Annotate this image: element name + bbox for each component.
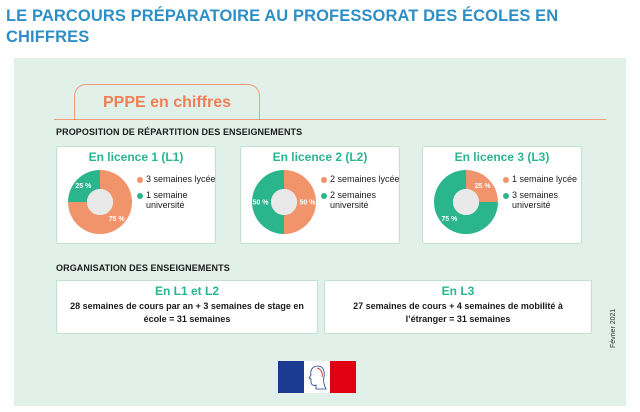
flag-blue-band [278,361,304,393]
section-title-repartition: PROPOSITION DE RÉPARTITION DES ENSEIGNEM… [56,127,303,137]
legend-label: 1 semaine université [146,189,188,211]
legend-dot [503,192,509,199]
slice-value-label: 25 % [475,183,492,190]
publication-date: Février 2021 [610,308,617,348]
donut-hole [87,189,113,215]
licence-card-l3: En licence 3 (L3) 25 % 75 % 1 semaine lyc… [422,146,582,244]
flag-red-band [330,361,356,393]
legend: 1 semaine lycée 3 semaines université [503,174,581,216]
donut-slice [68,170,100,202]
slice-value-label: 50 % [300,200,317,207]
legend-label: 2 semaines université [330,189,377,211]
section-title-organisation: ORGANISATION DES ENSEIGNEMENTS [56,263,230,273]
page-title: LE PARCOURS PRÉPARATOIRE AU PROFESSORAT … [6,7,559,46]
donut-slice [68,170,132,234]
header-divider [54,119,606,120]
slice-value-label: 25 % [75,183,92,190]
org-card-title: En L3 [441,284,475,298]
legend-label: 3 semaines université [512,189,559,211]
legend-item: 3 semaines lycée [137,174,216,185]
legend-label: 1 semaine lycée [512,174,578,184]
marianne-profile-icon [308,365,327,390]
licence-card-l1: En licence 1 (L1) 75 % 25 % 3 semaines ly… [56,146,216,244]
legend-dot [503,177,509,183]
ppe-header: PPPE en chiffres [74,84,260,120]
donut-slice [466,170,498,202]
slice-value-label: 75 % [441,216,458,223]
legend-item: 1 semaine université [137,190,215,211]
legend: 3 semaines lycée 1 semaine université [137,174,216,216]
donut-slice [434,170,498,234]
legend-item: 1 semaine lycée [503,174,581,185]
flag-white-band [304,361,330,393]
legend: 2 semaines lycée 2 semaines université [321,174,400,216]
org-card-text: 28 semaines de cours par an + 3 semaines… [70,301,304,324]
donut-hole [271,189,297,215]
org-card-l1-l2: En L1 et L2 28 semaines de cours par an … [56,280,318,334]
org-card-l3: En L3 27 semaines de cours + 4 semaines … [324,280,592,334]
org-card-title: En L1 et L2 [154,284,219,298]
legend-label: 3 semaines lycée [146,174,216,184]
card-title: En licence 1 (L1) [88,150,184,164]
legend-dot [137,192,143,199]
slice-value-label: 75 % [109,216,126,223]
donut-slice [284,170,316,234]
legend-dot [321,192,327,199]
licence-card-l2: En licence 2 (L2) 50 % 50 % 2 semaines ly… [240,146,400,244]
legend-label: 2 semaines lycée [330,174,400,184]
donut-hole [453,189,479,215]
donut-chart-l1: 75 % 25 % [68,170,132,234]
ppe-header-label: PPPE en chiffres [102,93,232,111]
legend-dot [321,177,327,183]
republique-francaise-logo [278,361,356,393]
legend-dot [137,177,143,183]
donut-chart-l2: 50 % 50 % [252,170,317,234]
legend-item: 3 semaines université [503,190,581,211]
donut-chart-l3: 25 % 75 % [434,170,498,234]
org-card-text: 27 semaines de cours + 4 semaines de mob… [353,301,563,324]
donut-slice [252,170,284,234]
legend-item: 2 semaines lycée [321,174,400,185]
card-title: En licence 3 (L3) [454,150,550,164]
legend-item: 2 semaines université [321,190,399,211]
slice-value-label: 50 % [253,200,270,207]
content-panel: PPPE en chiffres PROPOSITION DE RÉPARTIT… [14,58,626,406]
card-title: En licence 2 (L2) [272,150,368,164]
